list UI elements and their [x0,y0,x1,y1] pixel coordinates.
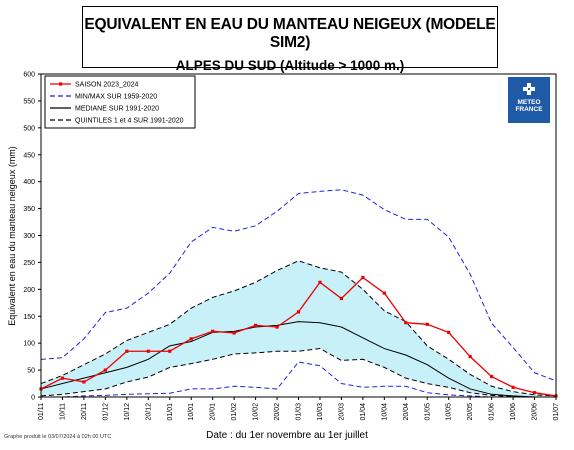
x-tick-label: 20/04 [403,403,410,421]
meteo-france-emblem-icon [523,83,535,95]
series-min-line [41,361,556,398]
season-point [490,374,494,379]
x-tick-label: 10/06 [510,403,517,421]
season-point [447,330,451,334]
x-axis-label: Date : du 1er novembre au 1er juillet [206,430,368,441]
season-point [189,337,193,341]
season-point [82,380,86,384]
x-tick-label: 01/01 [167,403,174,421]
series-median-line [40,321,556,398]
season-point [532,391,537,395]
legend-label: MIN/MAX SUR 1959-2020 [75,94,157,101]
x-tick-label: 20/01 [210,403,217,421]
series-max-line [40,189,557,382]
season-point [361,275,365,280]
meteo-france-logo: METEO FRANCE [508,77,550,123]
season-point [382,291,386,295]
season-point [168,349,172,353]
x-tick-label: 01/11 [38,403,45,420]
chart-title: EQUIVALENT EN EAU DU MANTEAU NEIGEUX (MO… [84,16,496,51]
quintile-band [41,260,556,397]
y-tick-label: 250 [23,260,35,267]
x-tick-label: 10/11 [59,403,66,420]
x-tick-label: 20/02 [274,403,281,421]
y-tick-label: 100 [23,341,35,348]
x-tick-label: 01/02 [231,403,238,421]
season-point [232,331,236,335]
x-tick-label: 01/06 [489,403,496,421]
season-point [425,322,429,326]
legend-box [44,75,196,129]
season-point [211,329,215,333]
chart-title-box: EQUIVALENT EN EAU DU MANTEAU NEIGEUX (MO… [82,6,498,73]
y-axis-label: Equivalent en eau du manteau neigeux (mm… [7,146,17,326]
y-tick-label: 600 [23,72,35,79]
y-tick-label: 50 [27,368,35,375]
y-tick-label: 450 [23,152,35,159]
season-point [60,376,65,380]
y-tick-label: 400 [23,179,35,186]
legend-label: MEDIANE SUR 1991-2020 [75,106,159,113]
y-tick-label: 500 [23,125,35,132]
legend-marker [59,82,63,86]
season-point [253,323,258,328]
x-tick-label: 10/01 [188,403,195,421]
x-tick-label: 01/07 [553,403,560,421]
season-point [125,349,129,353]
series-quintile1-line [40,348,556,398]
legend-label: QUINTILES 1 et 4 SUR 1991-2020 [75,118,184,125]
season-point [146,349,150,353]
x-tick-label: 20/05 [467,403,474,421]
x-tick-label: 20/06 [532,403,539,421]
season-point [103,368,107,372]
logo-line1: METEO [517,99,541,106]
x-tick-label: 10/12 [124,403,131,421]
x-tick-label: 20/12 [145,403,152,421]
x-tick-label: 10/04 [381,403,388,421]
x-tick-label: 01/04 [360,403,367,421]
season-point [339,296,344,301]
x-tick-label: 01/12 [102,403,109,421]
x-tick-label: 20/03 [338,403,345,421]
logo-line2: FRANCE [515,106,543,113]
season-point [468,355,472,359]
y-tick-label: 0 [31,395,35,402]
footer-note: Graphe produit le 03/07/2024 à 02h 00 UT… [4,434,112,440]
series-quintile4-line [40,260,557,397]
chart-subtitle: ALPES DU SUD (Altitude > 1000 m.) [175,58,405,73]
x-tick-label: 10/05 [446,403,453,421]
season-point [404,321,408,325]
x-tick-label: 20/11 [81,403,88,420]
x-tick-label: 01/05 [424,403,431,421]
season-point [511,385,515,389]
x-tick-label: 10/03 [317,403,324,421]
x-tick-label: 01/03 [296,403,303,421]
y-tick-label: 550 [23,98,35,105]
season-point [275,325,279,329]
season-point [318,280,322,284]
legend-label: SAISON 2023_2024 [75,82,139,89]
y-tick-label: 200 [23,287,35,294]
y-tick-label: 150 [23,314,35,321]
season-point [296,310,301,314]
y-tick-label: 300 [23,233,35,240]
y-tick-label: 350 [23,206,35,213]
x-tick-label: 10/02 [253,403,260,421]
